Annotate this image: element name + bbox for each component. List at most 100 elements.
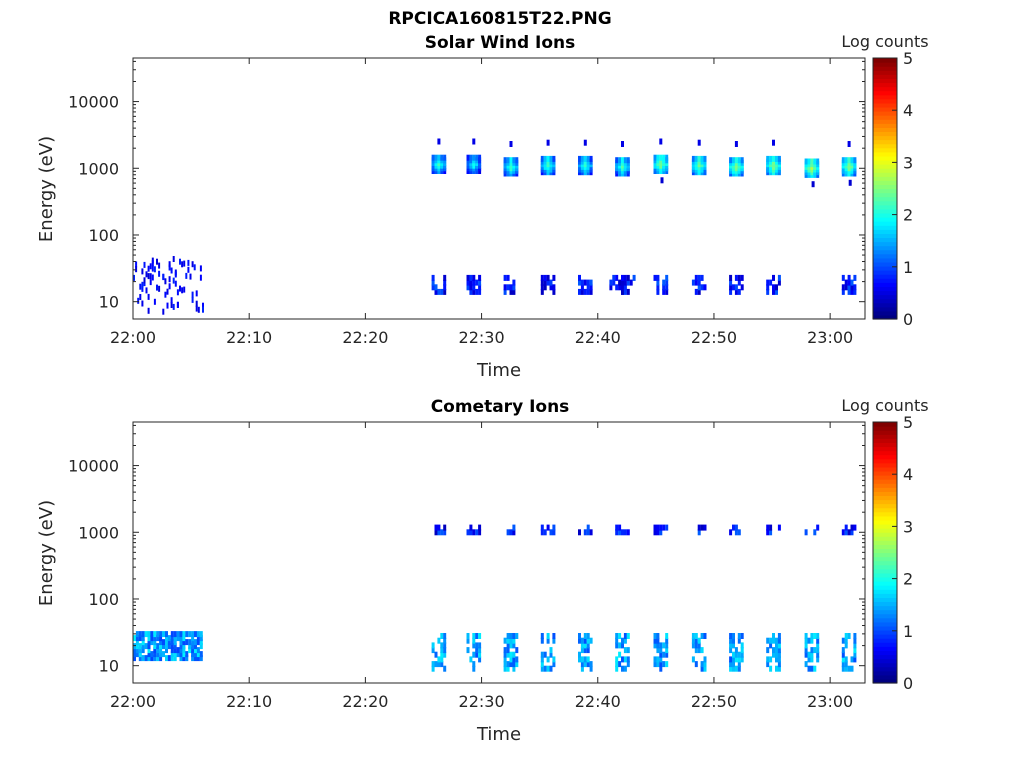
heatmap-cell [734,141,738,147]
x-tick-label: 22:00 [110,692,156,711]
heatmap-cell [153,655,157,662]
heatmap-cell [151,274,154,281]
heatmap-cell [580,665,584,672]
colorbar-segment [873,115,897,120]
heatmap-cell [847,157,851,164]
heatmap-cell [478,524,482,531]
colorbar-tick-label: 1 [903,622,913,641]
heatmap-cell [578,651,581,658]
heatmap-cell [772,651,775,658]
colorbar-segment [873,422,897,427]
heatmap-cell [443,524,447,531]
heatmap-cell [515,661,519,668]
heatmap-cell [580,661,584,668]
heatmap-cell [691,656,695,663]
heatmap-cell [734,665,738,672]
heatmap-cell [732,651,735,658]
heatmap-cell [694,647,698,654]
y-tick-label: 1000 [78,523,119,542]
solar-wind-heatmap [133,138,857,315]
colorbar-segment [873,225,897,230]
heatmap-cell [734,529,738,536]
heatmap-cell [732,665,735,672]
heatmap-cell [434,284,438,291]
heatmap-cell [162,273,165,280]
solar-wind-ylabel: Energy (eV) [36,136,57,242]
heatmap-cell [772,288,775,295]
heatmap-cell [195,290,198,297]
heatmap-cell [141,300,144,307]
heatmap-cell [586,637,590,644]
heatmap-cell [165,635,168,642]
heatmap-cell [158,285,161,292]
heatmap-cell [589,661,593,668]
heatmap-cell [440,529,444,536]
heatmap-cell [165,639,168,646]
colorbar-segment [873,98,897,104]
heatmap-cell [509,642,513,649]
heatmap-cell [732,524,735,531]
heatmap-cell [512,651,516,658]
heatmap-cell [729,274,733,281]
x-tick-label: 22:30 [459,328,505,347]
heatmap-cell [543,665,547,672]
heatmap-cell [737,661,741,668]
colorbar-segment [873,217,897,222]
heatmap-cell [138,651,142,658]
heatmap-cell [694,288,698,295]
heatmap-cell [478,656,482,663]
heatmap-cell [549,279,553,286]
heatmap-cell [475,633,479,639]
cometary-ylabel: Energy (eV) [36,500,57,606]
heatmap-cell [700,284,704,291]
heatmap-cell [437,288,441,295]
heatmap-cell [775,642,778,649]
heatmap-cell [740,274,744,281]
colorbar-segment [873,609,897,615]
heatmap-cell [589,284,593,291]
heatmap-cell [737,279,741,286]
heatmap-cell [653,524,657,531]
heatmap-cell [775,656,778,663]
colorbar-segment [873,625,897,631]
colorbar-segment [873,155,897,161]
heatmap-cell [472,665,476,672]
heatmap-cell [167,635,171,642]
heatmap-cell [151,265,154,272]
heatmap-cell [156,651,160,658]
heatmap-cell [191,639,195,646]
heatmap-cell [583,647,587,654]
heatmap-cell [549,284,553,291]
heatmap-cell [700,647,704,654]
heatmap-cell [777,642,781,649]
heatmap-cell [546,139,550,146]
colorbar-segment [873,617,897,623]
heatmap-cell [147,635,151,642]
heatmap-cell [153,266,156,273]
colorbar-tick-label: 2 [903,570,913,589]
heatmap-cell [662,288,666,295]
heatmap-cell [147,265,150,272]
heatmap-cell [440,647,444,654]
colorbar-segment [873,568,897,574]
heatmap-cell [841,274,845,281]
heatmap-cell [546,656,550,663]
heatmap-cell [472,288,476,295]
colorbar-segment [873,257,897,263]
colorbar-segment [873,314,897,320]
heatmap-cell [769,279,773,286]
heatmap-cell [167,655,171,662]
heatmap-cell [185,655,189,662]
heatmap-cell [162,651,165,658]
heatmap-cell [194,639,197,646]
heatmap-cell [816,647,820,654]
heatmap-cell [173,655,177,662]
heatmap-cell [503,284,507,291]
heatmap-cell [626,288,630,295]
heatmap-cell [589,155,593,162]
solar-wind-plot-frame [132,57,866,320]
colorbar-segment [873,237,897,243]
heatmap-cell [623,656,627,663]
heatmap-cell [431,665,435,672]
heatmap-cell [729,661,733,668]
